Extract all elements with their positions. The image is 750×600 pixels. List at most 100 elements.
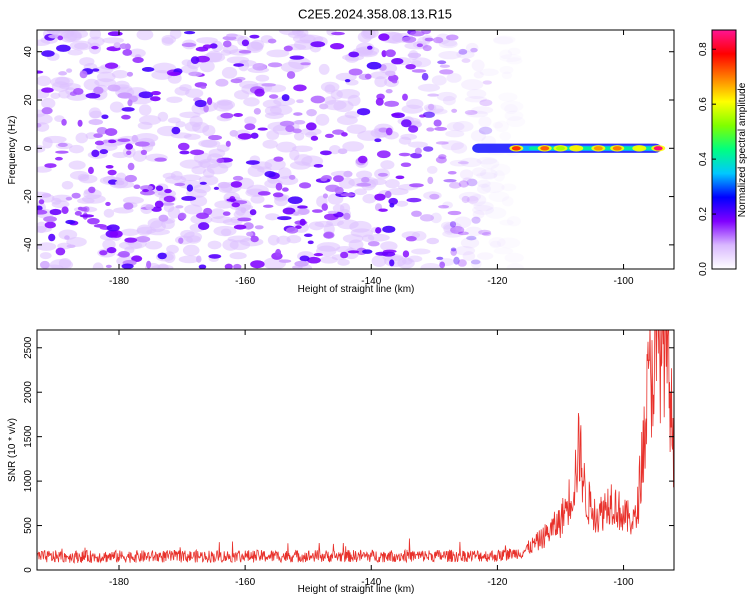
noise-speckle [388,197,398,205]
signal-peak [612,146,622,151]
snr-y-tick-label: 2500 [23,336,34,359]
noise-speckle [275,248,282,257]
noise-speckle [405,63,416,70]
spectrogram-y-tick-label: 0 [23,145,34,151]
noise-haze [67,49,84,56]
noise-speckle [451,108,458,113]
noise-speckle [99,149,109,155]
noise-speckle [181,196,197,201]
noise-speckle [135,141,150,147]
noise-haze [466,88,487,99]
noise-haze [356,50,378,58]
noise-haze [94,78,117,87]
noise-speckle [121,107,135,112]
noise-speckle [395,175,405,180]
noise-haze [385,178,400,189]
noise-haze [196,37,218,44]
noise-haze [138,104,152,116]
noise-speckle [61,206,69,214]
noise-speckle [126,71,134,77]
noise-speckle [367,45,373,50]
noise-haze [216,99,236,110]
noise-speckle [145,204,154,210]
noise-speckle [361,176,370,183]
noise-speckle [273,156,284,162]
noise-haze [496,237,521,249]
noise-haze [210,216,233,224]
noise-speckle [106,247,117,254]
noise-speckle [466,235,477,241]
noise-haze [476,252,494,260]
noise-speckle [91,45,99,50]
noise-speckle [388,74,399,82]
noise-speckle [378,208,388,212]
noise-speckle [226,198,237,202]
noise-speckle [391,80,398,84]
noise-speckle [347,250,360,254]
noise-speckle [44,163,57,168]
noise-speckle [91,68,100,72]
noise-speckle [410,30,425,37]
noise-speckle [405,236,417,242]
noise-speckle [457,231,469,236]
noise-speckle [87,217,100,225]
noise-haze [75,132,89,144]
noise-haze [478,116,492,128]
noise-haze [102,37,124,44]
noise-haze [462,251,476,262]
noise-haze [112,151,129,159]
noise-speckle [93,133,103,139]
noise-speckle [160,202,175,206]
noise-speckle [65,219,76,225]
noise-haze [199,60,215,73]
noise-haze [361,234,375,242]
noise-speckle [427,103,435,111]
noise-haze [501,196,514,207]
noise-speckle [423,111,435,118]
noise-speckle [436,256,444,260]
noise-haze [267,234,280,246]
signal-peak [511,146,521,151]
noise-haze [504,252,524,263]
noise-speckle [478,229,492,235]
snr-x-tick-label: -140 [361,577,381,588]
noise-speckle [307,240,314,245]
noise-speckle [177,142,190,151]
noise-speckle [37,70,44,74]
noise-speckle [286,227,299,234]
noise-speckle [310,95,326,104]
noise-speckle [389,203,395,208]
noise-speckle [233,112,243,117]
noise-speckle [74,211,82,216]
noise-haze [438,40,458,49]
noise-speckle [267,38,277,44]
noise-speckle [293,112,303,116]
noise-speckle [377,172,388,177]
noise-speckle [57,142,68,148]
noise-speckle [131,134,139,143]
noise-speckle [79,214,95,218]
noise-haze [147,218,163,229]
noise-haze [180,174,202,182]
noise-speckle [357,155,368,164]
snr-x-tick-label: -120 [487,577,507,588]
noise-haze [362,193,377,204]
noise-speckle [65,196,73,201]
noise-speckle [447,170,457,175]
noise-haze [319,256,338,264]
noise-speckle [141,66,155,72]
noise-speckle [384,100,400,107]
noise-haze [488,191,510,202]
noise-speckle [439,261,446,269]
noise-speckle [286,71,296,79]
noise-haze [276,141,297,153]
noise-haze [506,216,521,227]
noise-speckle [464,110,478,116]
noise-haze [145,240,163,250]
noise-haze [506,116,526,128]
noise-speckle [285,125,295,133]
noise-haze [206,50,223,63]
noise-speckle [427,93,439,97]
noise-haze [257,166,272,173]
noise-haze [55,76,70,86]
